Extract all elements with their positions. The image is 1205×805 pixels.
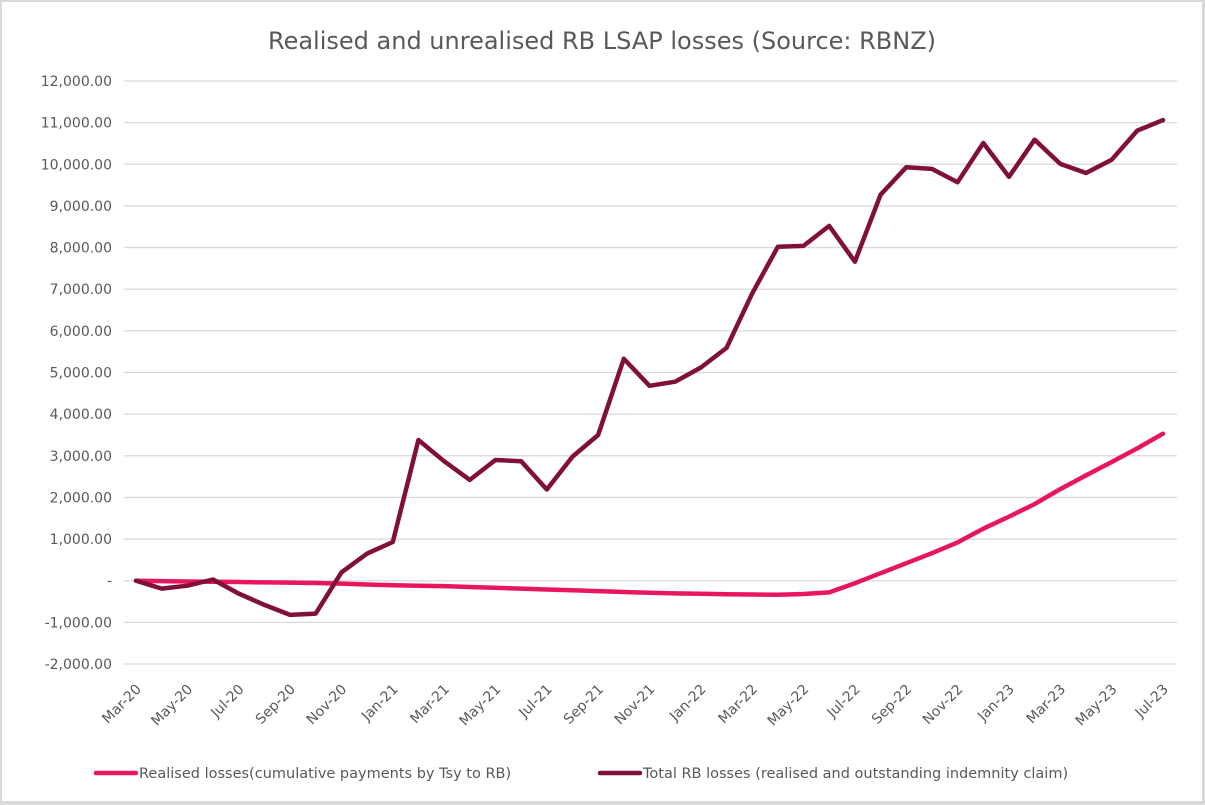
y-tick-label: 8,000.00 [50,241,112,257]
x-tick-label: Jan-21 [358,682,401,725]
y-tick-label: 10,000.00 [41,157,112,173]
y-tick-label: 3,000.00 [50,449,112,465]
x-tick-label: May-23 [1073,682,1121,730]
x-tick-label: Mar-22 [715,682,761,728]
y-tick-label: -2,000.00 [45,657,112,673]
y-tick-label: 1,000.00 [50,532,112,548]
series-line-realised-losses [133,431,1166,597]
x-tick-label: May-22 [765,682,813,730]
y-tick-label: 2,000.00 [50,490,112,506]
x-tick-label: Jan-23 [974,682,1017,725]
y-tick-label: - [107,574,112,590]
x-tick-label: Sep-22 [869,682,915,728]
x-tick-label: Jul-21 [515,682,555,722]
y-tick-label: 5,000.00 [50,366,112,382]
x-tick-label: Jan-22 [666,682,709,725]
x-tick-label: Jul-20 [207,682,247,722]
x-tick-label: May-21 [456,682,504,730]
y-tick-label: 9,000.00 [50,199,112,215]
y-tick-label: 12,000.00 [41,74,112,90]
x-tick-label: Sep-20 [253,682,299,728]
x-tick-label: Nov-22 [920,682,967,729]
x-tick-label: May-20 [148,682,196,730]
chart-title: Realised and unrealised RB LSAP losses (… [268,27,936,55]
y-tick-label: 7,000.00 [50,282,112,298]
x-tick-label: Mar-21 [407,682,453,728]
x-tick-label: Nov-21 [612,682,659,729]
legend-label: Realised losses(cumulative payments by T… [139,766,511,782]
series-lines [133,117,1166,618]
y-tick-label: -1,000.00 [45,615,112,631]
y-tick-label: 6,000.00 [50,324,112,340]
legend-label: Total RB losses (realised and outstandin… [642,766,1068,782]
y-tick-label: 4,000.00 [50,407,112,423]
x-tick-label: Jul-22 [824,682,864,722]
legend: Realised losses(cumulative payments by T… [93,766,1068,782]
series-line-total-rb-losses [133,117,1166,618]
gridlines [124,80,1177,665]
x-tick-label: Sep-21 [561,682,607,728]
y-tick-label: 11,000.00 [41,116,112,132]
x-tick-label: Jul-23 [1132,682,1172,722]
y-axis-tick-labels: 12,000.00 11,000.00 10,000.00 9,000.00 8,000… [41,74,112,673]
x-tick-label: Mar-23 [1024,682,1070,728]
x-tick-label: Mar-20 [99,682,145,728]
x-tick-label: Nov-20 [304,682,351,729]
x-axis-tick-labels: Mar-20 May-20 Jul-20 Sep-20 Nov-20 Jan-21 Mar-… [99,682,1172,730]
